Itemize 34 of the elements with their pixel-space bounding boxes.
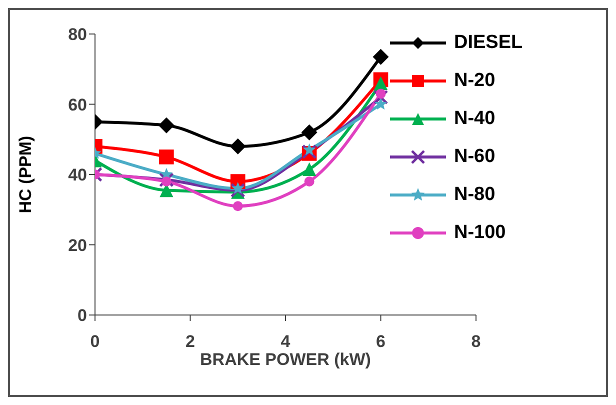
point (232, 182, 244, 194)
y-tick-label: 80 (68, 25, 87, 44)
x-tick-label: 8 (471, 332, 481, 352)
y-tick-label: 60 (68, 95, 87, 114)
x-tick-label: 2 (186, 332, 195, 352)
point (161, 176, 172, 187)
legend-label: N-40 (454, 108, 496, 130)
point (303, 143, 316, 156)
x-tick-label: 4 (280, 332, 291, 352)
point (159, 150, 174, 164)
y-tick-label: 20 (68, 236, 87, 255)
x-tick-label: 0 (90, 332, 100, 352)
legend-label: N-60 (454, 146, 496, 168)
point (374, 98, 388, 110)
point (158, 172, 174, 188)
point (232, 201, 243, 212)
x-axis-title: BRAKE POWER (kW) (200, 350, 371, 370)
point (302, 162, 316, 176)
point (374, 76, 388, 90)
point (301, 124, 318, 140)
point (158, 117, 174, 134)
legend-label: N-20 (454, 70, 496, 92)
y-axis-title: HC (PPM) (16, 136, 36, 214)
legend-label: N-80 (454, 184, 496, 206)
point (304, 176, 314, 187)
y-tick-label: 0 (78, 306, 87, 326)
point (373, 90, 388, 105)
x-tick-label: 6 (376, 332, 386, 352)
legend-label: N-100 (454, 222, 506, 244)
point (230, 138, 246, 154)
y-tick-label: 40 (68, 166, 87, 185)
point (376, 88, 386, 99)
point (372, 48, 389, 65)
legend-label: DIESEL (454, 32, 523, 54)
